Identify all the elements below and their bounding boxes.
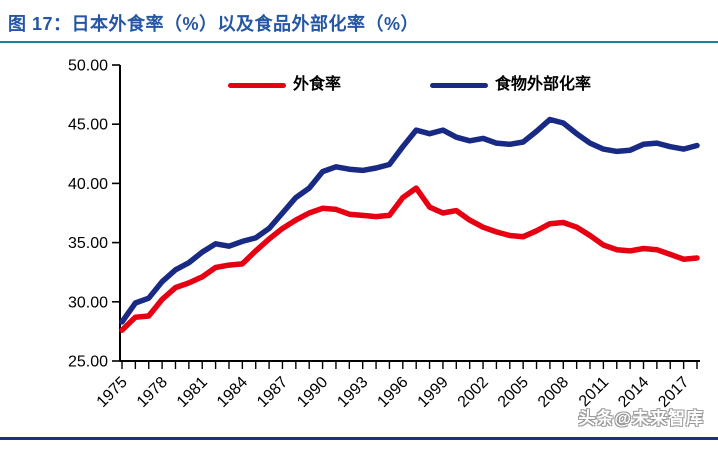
legend-label: 食物外部化率: [495, 76, 592, 93]
legend-item-waishokuritsu: 外食率: [228, 74, 341, 96]
legend-item-gaibukaritsu: 食物外部化率: [430, 74, 591, 96]
x-axis-label: 1978: [134, 374, 171, 411]
x-axis-label: 2005: [495, 374, 532, 411]
legend-line-red-icon: [228, 82, 286, 88]
y-axis-label: 45.00: [68, 117, 108, 134]
x-axis-label: 1993: [334, 374, 371, 411]
figure-title: 图 17：日本外食率（%）以及食品外部化率（%）: [8, 14, 420, 34]
x-axis-label: 1984: [214, 374, 251, 411]
y-axis-label: 25.00: [68, 354, 108, 371]
x-axis-label: 1981: [174, 374, 211, 411]
x-axis-label: 1990: [294, 374, 331, 411]
title-divider: [0, 41, 718, 43]
legend-label: 外食率: [293, 76, 342, 93]
x-axis-label: 2008: [535, 374, 572, 411]
legend-line-blue-icon: [430, 82, 488, 88]
y-axis-label: 50.00: [68, 58, 108, 75]
x-axis-label: 1996: [374, 374, 411, 411]
y-axis-label: 35.00: [68, 235, 108, 252]
watermark: 头条@未来智库: [578, 409, 704, 428]
footer-divider: [0, 437, 718, 440]
series-line-red: [119, 185, 700, 333]
x-axis-label: 1987: [254, 374, 291, 411]
series-line-blue: [119, 116, 700, 325]
x-axis-label: 1999: [415, 374, 452, 411]
x-axis-label: 1975: [94, 374, 131, 411]
y-axis-label: 40.00: [68, 176, 108, 193]
y-axis-label: 30.00: [68, 294, 108, 311]
x-axis-label: 2002: [455, 374, 492, 411]
